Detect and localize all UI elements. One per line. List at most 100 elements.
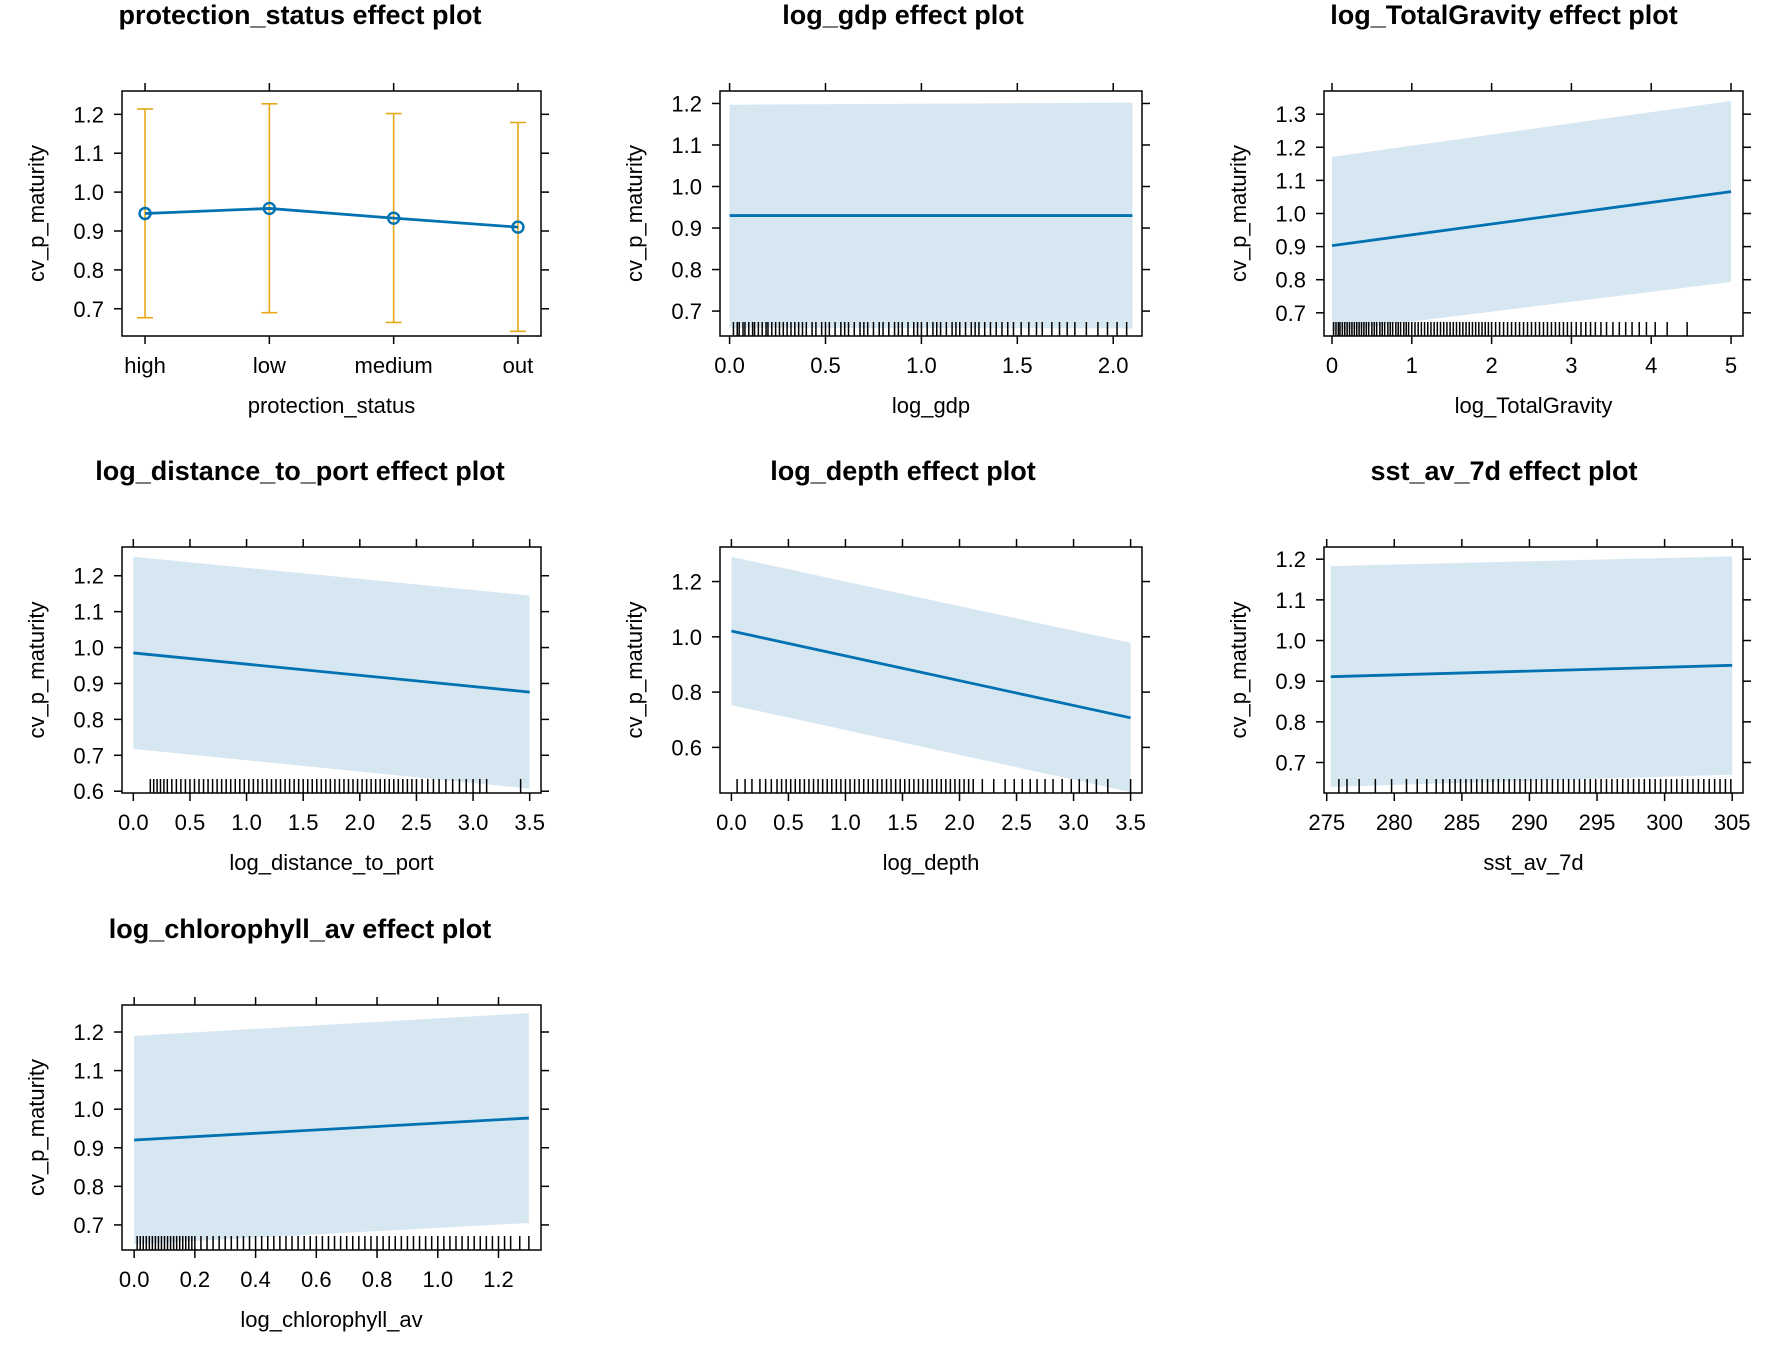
plot-frame [719, 90, 1143, 337]
y-tick-label: 1.0 [1275, 629, 1306, 654]
panel-sst_av_7d: 0.7 0.8 0.9 1.0 1.1 1.2 275 280 285 290 295 300 305 s… [1226, 456, 1751, 875]
y-tick-label: 0.6 [671, 735, 702, 760]
y-tick-label: 1.1 [1275, 168, 1306, 193]
x-tick-label: 0.0 [716, 810, 747, 835]
x-tick-label: 2.0 [345, 810, 376, 835]
x-tick-label: 3.0 [1058, 810, 1089, 835]
x-tick-label: 0.5 [773, 810, 804, 835]
x-tick-label: 2.5 [1001, 810, 1032, 835]
y-tick-label: 0.9 [671, 216, 702, 241]
panel-title: protection_status effect plot [118, 0, 481, 30]
x-axis-label: log_depth [883, 850, 980, 875]
x-tick-label: 300 [1646, 810, 1683, 835]
y-tick-label: 0.7 [1275, 751, 1306, 776]
panel-title: log_distance_to_port effect plot [95, 456, 505, 486]
x-tick-label: 275 [1308, 810, 1345, 835]
panel-title: log_TotalGravity effect plot [1330, 0, 1678, 30]
plot-frame [121, 1004, 542, 1251]
x-tick-label: 2.0 [1098, 353, 1129, 378]
y-axis-label: cv_p_maturity [24, 602, 49, 739]
y-tick-label: 0.8 [1275, 710, 1306, 735]
effect-line [731, 629, 1131, 720]
x-tick-label: 290 [1511, 810, 1548, 835]
x-tick-label: 1.5 [1002, 353, 1033, 378]
x-tick-label: 3.5 [1115, 810, 1146, 835]
effect-line [144, 207, 519, 229]
y-tick-label: 1.0 [73, 636, 104, 661]
x-tick-label: 1.0 [231, 810, 262, 835]
panel-title: log_chlorophyll_av effect plot [109, 914, 492, 944]
y-tick-label: 1.2 [73, 564, 104, 589]
x-axis-label: log_TotalGravity [1455, 393, 1613, 418]
effect-line [133, 651, 530, 694]
plot-frame [1323, 546, 1744, 794]
x-tick-label: 5 [1725, 353, 1737, 378]
x-tick-label: 1.0 [830, 810, 861, 835]
x-tick-label: medium [355, 353, 433, 378]
x-tick-label: 3.5 [514, 810, 545, 835]
panel-title: log_depth effect plot [770, 456, 1036, 486]
effect-point [511, 220, 525, 234]
x-axis-label: log_gdp [892, 393, 970, 418]
x-tick-label: 280 [1376, 810, 1413, 835]
y-tick-label: 1.2 [73, 102, 104, 127]
panel-protection_status: 0.7 0.8 0.9 1.0 1.1 1.2 high low medium out protec… [24, 0, 549, 418]
x-tick-label: 2.0 [944, 810, 975, 835]
x-tick-label: 0.4 [240, 1267, 271, 1292]
effect-line [1331, 190, 1732, 248]
plot-frame [121, 90, 542, 337]
y-tick-label: 1.1 [73, 600, 104, 625]
x-axis-label: log_chlorophyll_av [240, 1307, 422, 1332]
y-tick-label: 0.8 [73, 1174, 104, 1199]
y-tick-label: 0.7 [73, 743, 104, 768]
effect-point [386, 211, 401, 225]
y-tick-label: 1.0 [73, 180, 104, 205]
y-axis-label: cv_p_maturity [1226, 602, 1251, 739]
y-tick-label: 1.1 [73, 1059, 104, 1084]
y-tick-label: 0.7 [73, 1213, 104, 1238]
plot-frame [121, 546, 542, 794]
y-tick-label: 1.0 [671, 625, 702, 650]
y-axis-label: cv_p_maturity [622, 602, 647, 739]
x-tick-label: 0.0 [714, 353, 745, 378]
confidence-band [1331, 100, 1732, 332]
x-tick-label: low [253, 353, 286, 378]
panel-title: sst_av_7d effect plot [1370, 456, 1637, 486]
x-tick-label: 3 [1565, 353, 1577, 378]
y-tick-label: 0.7 [73, 297, 104, 322]
effect-line [134, 1116, 529, 1142]
x-axis-label: sst_av_7d [1483, 850, 1583, 875]
x-tick-label: 1.5 [887, 810, 918, 835]
x-tick-label: 0.6 [301, 1267, 332, 1292]
x-tick-label: 295 [1579, 810, 1616, 835]
x-tick-label: 1.5 [288, 810, 319, 835]
effect-point [262, 201, 277, 216]
y-axis-label: cv_p_maturity [24, 145, 49, 282]
y-tick-label: 0.9 [73, 671, 104, 696]
x-tick-label: 3.0 [458, 810, 489, 835]
y-tick-label: 1.2 [73, 1020, 104, 1045]
x-tick-label: high [124, 353, 166, 378]
y-tick-label: 0.8 [73, 258, 104, 283]
x-tick-label: 285 [1444, 810, 1481, 835]
x-tick-label: out [503, 353, 534, 378]
y-tick-label: 1.0 [671, 175, 702, 200]
x-axis-label: log_distance_to_port [229, 850, 433, 875]
x-tick-label: 0.0 [119, 1267, 150, 1292]
y-tick-label: 0.9 [73, 1136, 104, 1161]
panel-log_gdp: 0.7 0.8 0.9 1.0 1.1 1.2 0.0 0.5 1.0 1.5 2.0 log_gdp… [622, 0, 1150, 418]
y-tick-label: 1.2 [671, 91, 702, 116]
panel-log_chlorophyll_av: 0.7 0.8 0.9 1.0 1.1 1.2 0.0 0.2 0.4 0.6 0.8 1.0 1.2 l… [24, 914, 549, 1332]
effect-point [138, 206, 152, 221]
plot-frame [719, 546, 1143, 794]
y-tick-label: 0.9 [73, 219, 104, 244]
x-axis-label: protection_status [248, 393, 416, 418]
x-tick-label: 0.5 [810, 353, 841, 378]
x-tick-label: 0 [1326, 353, 1338, 378]
y-tick-label: 1.1 [671, 133, 702, 158]
x-tick-label: 1.2 [483, 1267, 514, 1292]
y-tick-label: 1.1 [1275, 588, 1306, 613]
y-axis-label: cv_p_maturity [622, 145, 647, 282]
x-tick-label: 1.0 [906, 353, 937, 378]
